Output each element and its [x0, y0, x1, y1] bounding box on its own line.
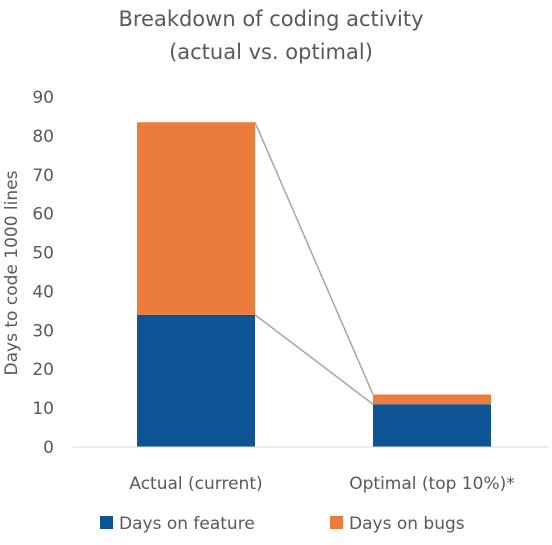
connector-line-top [254, 121, 374, 395]
bars [137, 122, 491, 447]
y-tick-label: 0 [43, 438, 54, 458]
connector-lines [254, 121, 374, 405]
y-tick-label: 30 [32, 321, 54, 341]
chart-title-line-1: Breakdown of coding activity [118, 7, 423, 31]
y-tick-label: 60 [32, 205, 54, 225]
y-tick-label: 10 [32, 399, 54, 419]
bar-bugs-1 [373, 394, 491, 405]
x-category-label: Actual (current) [129, 474, 262, 494]
legend-label: Days on bugs [349, 514, 465, 534]
legend-swatch [100, 516, 113, 529]
legend: Days on feature Days on bugs [100, 514, 465, 534]
connector-line-mid [254, 314, 374, 405]
y-tick-label: 40 [32, 282, 54, 302]
y-axis-label: Days to code 1000 lines [2, 170, 22, 375]
y-axis-ticks: 0 10 20 30 40 50 60 70 80 90 [32, 88, 54, 458]
bar-feature-0 [137, 314, 255, 447]
legend-label: Days on feature [119, 514, 255, 534]
chart-title-line-2: (actual vs. optimal) [169, 40, 373, 64]
y-tick-label: 90 [32, 88, 54, 108]
x-axis-categories: Actual (current) Optimal (top 10%)* [129, 474, 514, 494]
legend-swatch [330, 516, 343, 529]
bar-bugs-0 [137, 122, 255, 315]
y-tick-label: 50 [32, 244, 54, 264]
chart-title: Breakdown of coding activity (actual vs.… [118, 7, 423, 64]
y-tick-label: 80 [32, 127, 54, 147]
y-tick-label: 20 [32, 360, 54, 380]
y-tick-label: 70 [32, 166, 54, 186]
bar-feature-1 [373, 404, 491, 447]
x-category-label: Optimal (top 10%)* [349, 474, 514, 494]
